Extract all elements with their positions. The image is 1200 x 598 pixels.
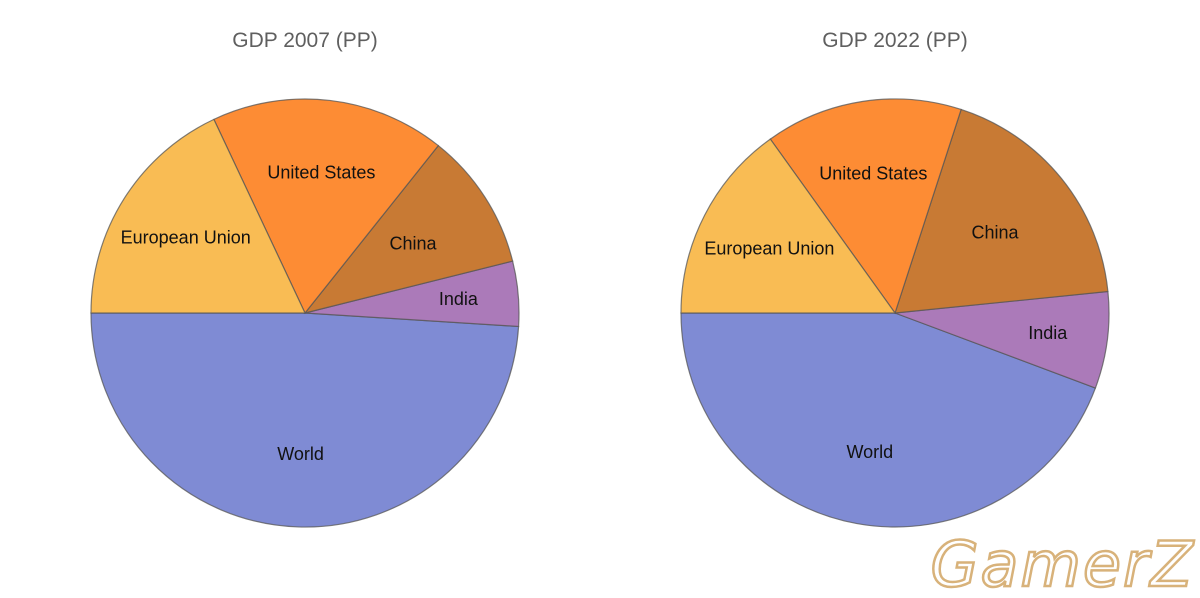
pie-slice-united-states bbox=[213, 98, 440, 315]
pie-slice-world bbox=[680, 312, 1097, 528]
slice-label: World bbox=[277, 444, 324, 464]
pie-slice-india bbox=[894, 290, 1110, 389]
pie-slice-united-states bbox=[769, 98, 962, 315]
slice-label: China bbox=[971, 222, 1019, 242]
pie-slice-china bbox=[894, 108, 1109, 314]
slice-label: United States bbox=[819, 163, 927, 183]
pie-slice-european-union bbox=[90, 118, 306, 314]
pie-slice-world bbox=[90, 312, 520, 528]
slice-label: World bbox=[846, 442, 893, 462]
slice-label: European Union bbox=[121, 227, 251, 247]
slice-label: United States bbox=[267, 163, 375, 183]
slice-label: European Union bbox=[704, 239, 834, 259]
watermark-logo: GamerZ bbox=[930, 528, 1195, 598]
pie-slice-china bbox=[303, 144, 514, 315]
chart-title: GDP 2007 (PP) bbox=[232, 29, 378, 52]
pie-chart-2022: GDP 2022 (PP) World India China United State… bbox=[680, 29, 1110, 528]
slice-label: China bbox=[389, 234, 437, 254]
slice-label: India bbox=[1028, 323, 1068, 343]
pie-chart-2007: GDP 2007 (PP) World India China United State… bbox=[90, 29, 520, 528]
slice-label: India bbox=[439, 289, 479, 309]
chart-title: GDP 2022 (PP) bbox=[822, 29, 968, 52]
pie-slice-european-union bbox=[680, 138, 897, 314]
